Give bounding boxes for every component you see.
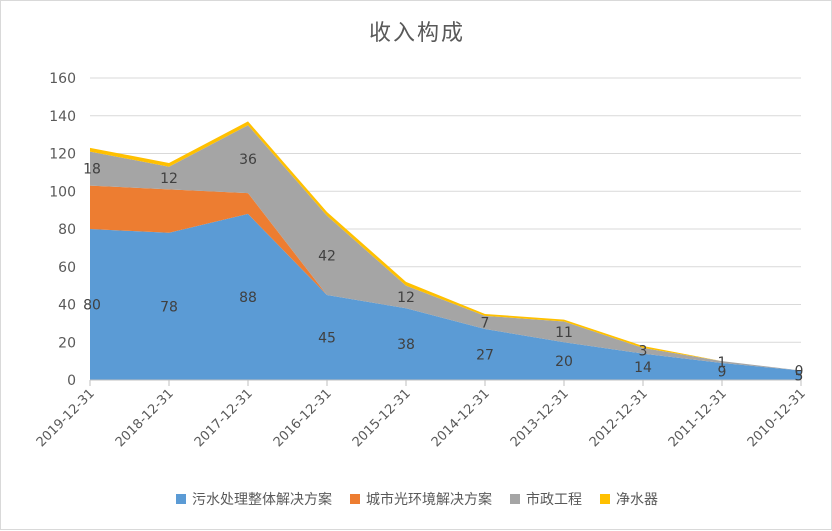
legend-label: 市政工程 [526,492,582,508]
legend-swatch [600,494,610,504]
y-tick-label: 140 [49,109,76,125]
x-tick-label: 2014-12-31 [429,386,493,450]
data-label: 45 [318,331,336,347]
x-tick-label: 2011-12-31 [666,386,730,450]
data-label: 9 [718,365,727,381]
data-label: 36 [239,152,257,168]
data-label: 0 [795,364,804,380]
data-labels: 80 78 88 45 38 27 20 14 9 5 18 12 36 42 12 7 11 3 1 0 [83,152,803,384]
x-tick-label: 2010-12-31 [745,386,809,450]
data-label: 38 [397,337,415,353]
data-label: 12 [397,290,415,306]
data-label: 3 [639,344,648,360]
legend-item: 净水器 [600,489,658,509]
stacked-areas [90,121,801,380]
legend-swatch [176,494,186,504]
data-label: 7 [481,315,490,331]
data-label: 1 [718,355,727,371]
legend-item: 市政工程 [510,489,582,509]
data-label: 27 [476,348,494,364]
data-label: 5 [795,368,804,384]
legend-label: 污水处理整体解决方案 [192,492,332,508]
data-label: 88 [239,290,257,306]
data-label: 18 [83,162,101,178]
y-tick-label: 40 [58,298,76,314]
data-label: 78 [160,299,178,315]
x-tick-label: 2015-12-31 [350,386,414,450]
x-tick-label: 2018-12-31 [113,386,177,450]
area-series [90,185,801,371]
data-label: 14 [634,360,652,376]
x-tick-label: 2017-12-31 [192,386,256,450]
legend-swatch [350,494,360,504]
legend: 污水处理整体解决方案 城市光环境解决方案 市政工程 净水器 [1,489,832,509]
data-label: 20 [555,354,573,370]
data-label: 42 [318,248,336,264]
legend-swatch [510,494,520,504]
x-tick-label: 2016-12-31 [271,386,335,450]
y-tick-label: 0 [67,373,76,389]
y-tick-label: 100 [49,184,76,200]
y-tick-label: 60 [58,260,76,276]
y-tick-label: 160 [49,71,76,87]
chart-title: 收入构成 [368,21,465,46]
y-tick-label: 20 [58,335,76,351]
area-series [90,125,801,371]
legend-label: 净水器 [616,492,658,508]
area-series [90,213,801,380]
legend-item: 污水处理整体解决方案 [176,489,332,509]
legend-item: 城市光环境解决方案 [350,489,492,509]
data-label: 80 [83,298,101,314]
x-tick-label: 2013-12-31 [508,386,572,450]
x-tick-label: 2019-12-31 [34,386,98,450]
data-label: 12 [160,171,178,187]
y-tick-label: 80 [58,222,76,238]
data-label: 11 [555,325,573,341]
x-tick-label: 2012-12-31 [587,386,651,450]
legend-label: 城市光环境解决方案 [366,492,492,508]
y-tick-label: 120 [49,147,76,163]
